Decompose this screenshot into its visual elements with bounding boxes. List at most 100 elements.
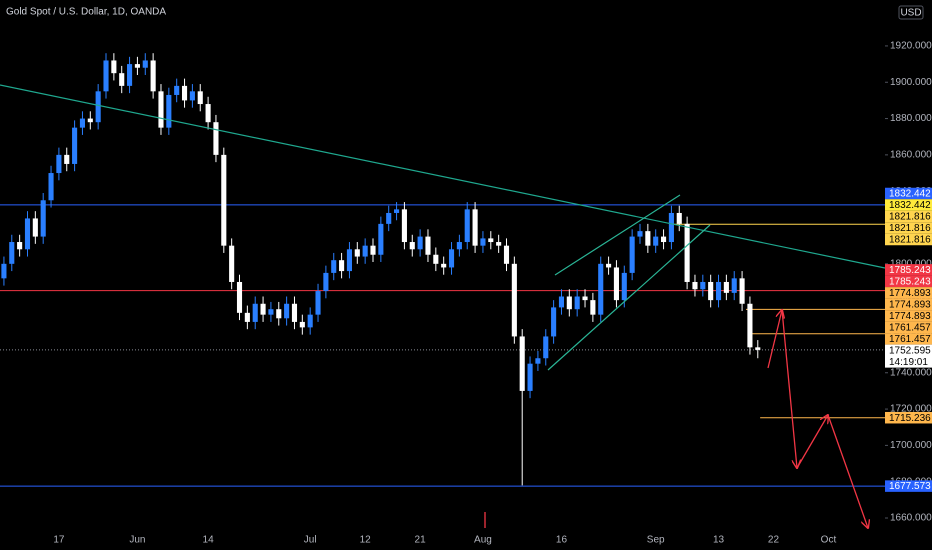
candle-body	[205, 104, 211, 123]
candle-body	[103, 60, 109, 92]
candle-body	[48, 173, 54, 201]
candle-body	[87, 118, 93, 123]
price-tag-label: 1761.457	[889, 323, 931, 334]
candle-body	[252, 303, 258, 322]
candle-body	[362, 245, 368, 257]
candle-body	[24, 218, 31, 250]
price-tag-label: 1774.893	[889, 300, 931, 311]
price-tag-label: 1677.573	[889, 481, 931, 492]
candle-body	[291, 303, 298, 322]
candle-body	[401, 209, 407, 243]
candle-body	[40, 200, 46, 237]
candle-body	[653, 236, 659, 246]
candle-body	[558, 296, 565, 308]
y-tick-label: 1660.000	[890, 513, 932, 524]
candle-body	[213, 122, 219, 155]
price-tag	[885, 344, 932, 368]
price-tag-label: 1774.893	[889, 288, 931, 299]
x-tick-label: 14	[203, 535, 215, 546]
levels	[0, 204, 885, 487]
chart-title: Gold Spot / U.S. Dollar, 1D, OANDA	[6, 7, 166, 18]
channel-line	[547, 224, 711, 371]
candle-body	[386, 212, 392, 224]
candle-body	[715, 281, 722, 301]
price-tag	[885, 411, 932, 424]
candle-body	[197, 91, 203, 105]
candle-body	[755, 347, 761, 350]
x-tick-label: 22	[768, 535, 780, 546]
candle-body	[676, 212, 682, 224]
projection-arrow	[767, 310, 782, 369]
candle-body	[189, 91, 195, 101]
price-tag	[885, 287, 932, 299]
candle-body	[221, 154, 227, 246]
candle-body	[723, 281, 729, 293]
candle-body	[566, 296, 572, 310]
candle-body	[425, 236, 431, 255]
candle-body	[331, 260, 337, 273]
candle-body	[394, 209, 400, 213]
candle-body	[134, 64, 140, 68]
candle-body	[56, 154, 62, 174]
candle-body	[535, 358, 541, 364]
candle-body	[276, 309, 282, 319]
candle-body	[370, 245, 376, 255]
x-tick-label: 13	[713, 535, 725, 546]
price-tag	[885, 264, 932, 276]
candle-body	[645, 231, 651, 246]
y-tick-label: 1920.000	[890, 41, 932, 52]
price-tag	[885, 321, 932, 334]
candle-body	[354, 249, 360, 257]
candle-body	[606, 263, 612, 268]
candle-body	[464, 209, 470, 243]
candle-body	[229, 245, 235, 282]
currency-badge[interactable]	[898, 5, 924, 20]
candle-body	[747, 303, 753, 348]
price-tag	[885, 480, 932, 492]
candle-body	[621, 272, 627, 301]
candle-body	[307, 314, 313, 328]
price-tag-label: 1715.236	[889, 413, 931, 424]
candles	[1, 53, 761, 486]
x-tick-label: 17	[53, 535, 65, 546]
price-tag-label: 1832.442	[889, 200, 931, 211]
drawings	[0, 84, 886, 528]
candle-body	[598, 263, 604, 315]
y-tick-label: 1720.000	[890, 404, 932, 415]
candle-body	[79, 118, 86, 128]
candle-body	[119, 73, 125, 86]
price-tags: 1832.4421832.4421821.8161821.8161821.816…	[885, 187, 932, 492]
candle-body	[299, 321, 305, 328]
projection-arrow	[796, 415, 828, 469]
x-tick-label: Oct	[821, 535, 837, 546]
candle-body	[17, 242, 23, 250]
candle-body	[1, 263, 7, 279]
candle-body	[284, 303, 290, 319]
candle-body	[708, 281, 714, 301]
candle-body	[692, 281, 698, 290]
price-tag-label: 1821.816	[889, 223, 931, 234]
candle-body	[668, 212, 674, 243]
candle-body	[527, 363, 533, 391]
price-tag	[885, 233, 932, 246]
candle-body	[9, 242, 15, 264]
x-tick-label: Jun	[129, 535, 145, 546]
x-tick-label: Jul	[304, 535, 317, 546]
candle-body	[590, 300, 596, 315]
price-tag	[885, 333, 932, 345]
currency-label[interactable]: USD	[900, 8, 921, 19]
x-tick-label: 16	[556, 535, 568, 546]
candle-body	[174, 85, 180, 95]
y-tick-label: 1900.000	[890, 77, 932, 88]
candle-body	[731, 278, 737, 293]
price-tag-label: 1752.595	[889, 346, 931, 357]
candle-body	[582, 296, 588, 301]
projection-arrow	[827, 414, 868, 528]
candle-body	[323, 272, 329, 292]
candle-body	[700, 281, 706, 290]
candle-body	[441, 263, 447, 268]
candle-body	[244, 312, 250, 322]
candle-body	[629, 236, 635, 273]
candle-body	[448, 249, 455, 268]
